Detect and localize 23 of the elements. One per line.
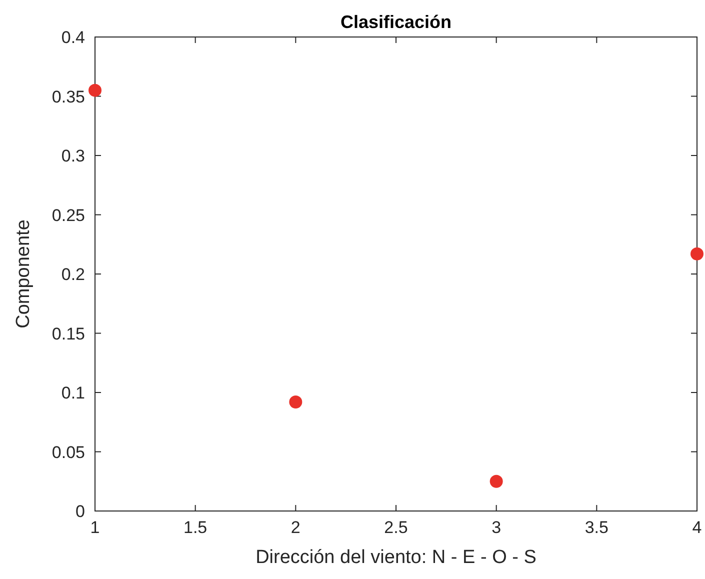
y-tick-label: 0: [76, 502, 85, 521]
y-tick-label: 0.4: [61, 28, 85, 47]
x-axis-title: Dirección del viento: N - E - O - S: [256, 547, 536, 568]
y-tick-label: 0.3: [61, 146, 85, 166]
y-tick-label: 0.2: [61, 265, 85, 284]
point: [289, 395, 302, 408]
x-tick-label: 1: [90, 518, 100, 537]
x-tick-label: 3.5: [584, 518, 608, 537]
y-tick-label: 0.35: [52, 87, 85, 106]
x-tick-label: 2: [290, 518, 300, 537]
x-tick-label: 3: [492, 518, 502, 537]
x-tick-label: 4: [692, 518, 702, 537]
y-axis-title: Componente: [13, 220, 34, 328]
chart-title: Clasificación: [340, 12, 452, 32]
y-tick-label: 0.05: [52, 442, 85, 462]
point: [690, 247, 704, 260]
y-tick-label: 0.1: [61, 384, 85, 402]
point: [88, 84, 102, 97]
y-tick-label: 0.15: [52, 324, 85, 344]
y-tick-label: 0.25: [52, 206, 85, 225]
x-tick-label: 2.5: [384, 518, 408, 537]
point: [490, 474, 503, 488]
x-tick-label: 1.5: [184, 518, 208, 537]
